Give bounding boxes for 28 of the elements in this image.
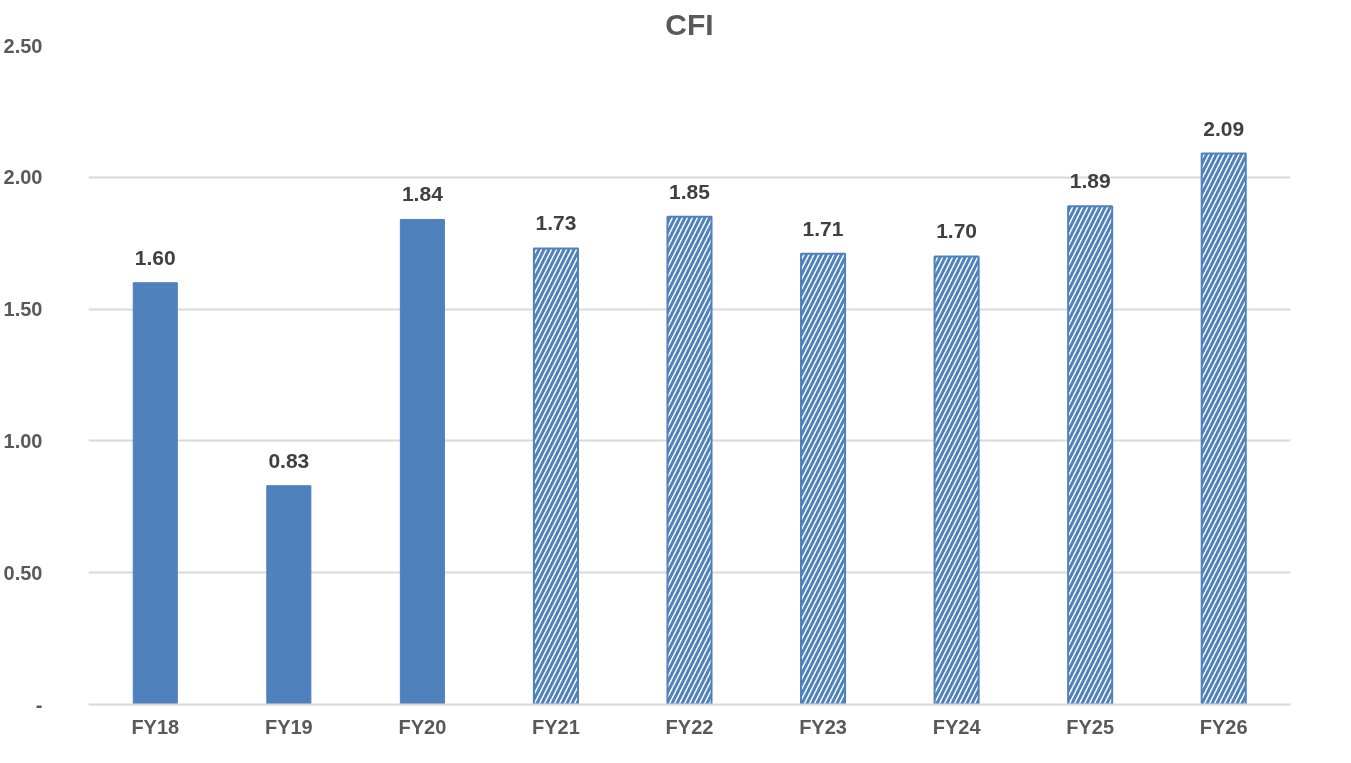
- x-tick-label: FY18: [131, 715, 180, 738]
- x-tick-label: FY22: [665, 715, 714, 738]
- chart-title: CFI: [665, 7, 714, 41]
- y-tick-label: -: [35, 693, 43, 716]
- x-tick-label: FY26: [1199, 715, 1248, 738]
- data-label: 2.09: [1203, 116, 1245, 140]
- x-tick-label: FY20: [398, 715, 447, 738]
- x-tick-label: FY19: [264, 715, 313, 738]
- y-tick-label: 2.00: [3, 166, 43, 189]
- y-tick-label: 2.50: [3, 34, 43, 57]
- data-label: 1.71: [802, 216, 844, 240]
- x-tick-label: FY21: [532, 715, 580, 738]
- data-label: 1.73: [535, 211, 577, 235]
- data-label: 0.83: [268, 448, 310, 472]
- data-label: 1.70: [936, 219, 978, 243]
- bar: [399, 218, 445, 705]
- y-tick-label: 1.00: [3, 429, 43, 452]
- data-label: 1.89: [1069, 169, 1111, 193]
- y-tick-label: 0.50: [3, 561, 43, 584]
- x-tick-label: FY23: [799, 715, 847, 738]
- bar: [132, 282, 178, 705]
- data-label: 1.84: [401, 182, 444, 206]
- data-label: 1.85: [669, 179, 711, 203]
- bar: [266, 485, 312, 705]
- data-label: 1.60: [134, 245, 176, 269]
- y-tick-label: 1.50: [3, 298, 43, 321]
- x-tick-label: FY25: [1066, 715, 1115, 738]
- x-tick-label: FY24: [932, 715, 982, 738]
